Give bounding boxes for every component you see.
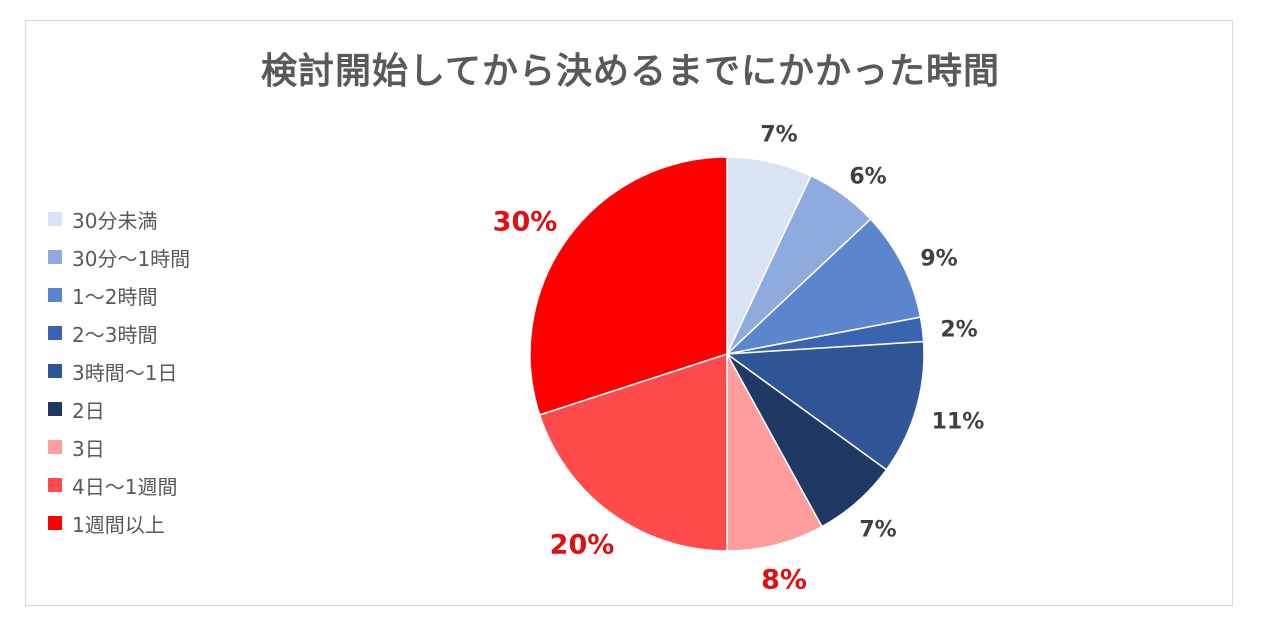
slice-data-label: 2% [940,318,977,343]
legend-swatch [48,212,62,226]
slice-data-label: 6% [849,165,886,190]
slice-data-label: 30% [493,207,558,238]
legend-swatch [48,288,62,302]
legend-item: 2日 [48,390,190,428]
legend-label: 1週間以上 [72,512,165,537]
pie-slice [724,218,922,356]
pie-slice [726,353,823,552]
legend-label: 3日 [72,436,105,461]
legend-label: 30分〜1時間 [72,246,191,271]
legend-swatch [48,364,62,378]
pie-slice [529,156,728,416]
slice-data-label: 7% [859,518,896,543]
legend-swatch [48,250,62,264]
legend-item: 1〜2時間 [48,276,190,314]
legend-label: 3時間〜1日 [72,360,178,385]
legend-item: 30分未満 [48,200,190,238]
legend: 30分未満 30分〜1時間 1〜2時間 2〜3時間 3時間〜1日 2日 3日 4日〜1週間 1週… [48,200,190,542]
legend-label: 30分未満 [72,208,158,233]
legend-item: 3日 [48,428,190,466]
legend-label: 2〜3時間 [72,322,158,347]
legend-label: 2日 [72,398,105,423]
legend-item: 3時間〜1日 [48,352,190,390]
slice-data-label: 9% [920,247,957,272]
slice-data-label: 7% [760,123,797,148]
slice-data-label: 8% [761,565,807,596]
legend-item: 1週間以上 [48,504,190,542]
slice-data-label: 20% [550,530,615,561]
legend-swatch [48,478,62,492]
legend-label: 1〜2時間 [72,284,158,309]
slice-data-label: 11% [932,410,985,435]
legend-swatch [48,326,62,340]
legend-item: 30分〜1時間 [48,238,190,276]
legend-item: 4日〜1週間 [48,466,190,504]
legend-item: 2〜3時間 [48,314,190,352]
legend-swatch [48,440,62,454]
legend-swatch [48,402,62,416]
chart-title: 検討開始してから決めるまでにかかった時間 [261,51,1000,92]
legend-swatch [48,516,62,530]
legend-label: 4日〜1週間 [72,474,178,499]
pie-slice [724,340,925,471]
pie-slice [538,352,728,552]
